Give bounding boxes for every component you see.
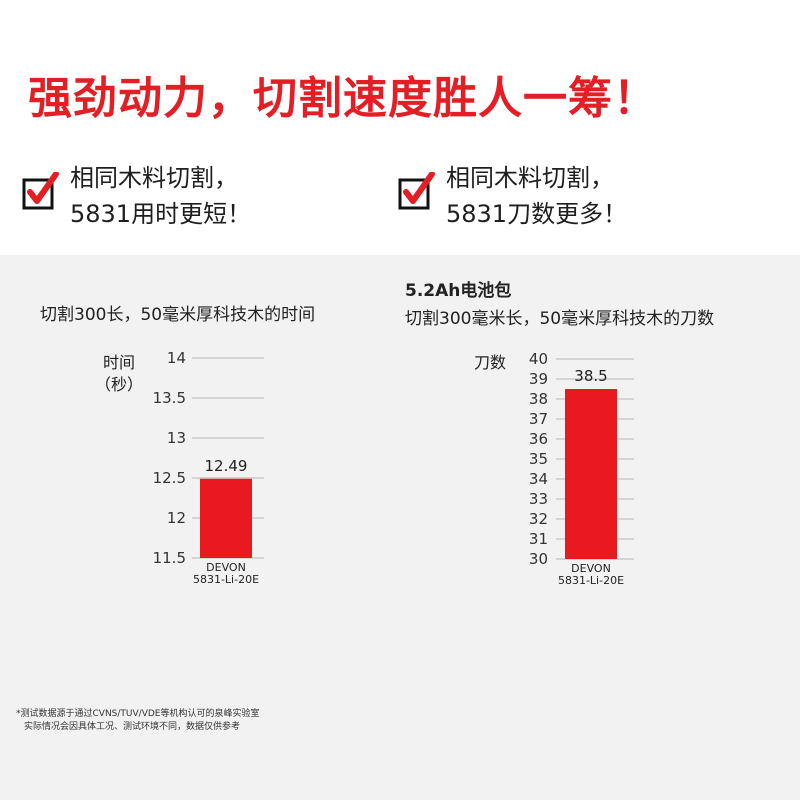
chart2-title: 切割300毫米长，50毫米厚科技木的刀数 [405, 309, 715, 329]
chart2-supertitle: 5.2Ah电池包 [405, 281, 512, 301]
chart1-ytick-label: 12 [167, 509, 186, 527]
chart1-title: 切割300长，50毫米厚科技木的时间 [40, 305, 316, 325]
chart2-ytick-label: 37 [529, 410, 548, 428]
chart1-ylabel-line1: 时间 [103, 353, 136, 372]
chart2-ytick-label: 38 [529, 390, 548, 408]
chart2-data-label: 38.5 [574, 367, 607, 385]
chart1-ytick-label: 12.5 [153, 469, 186, 487]
chart2-ylabel-line1: 刀数 [474, 353, 507, 372]
chart2-ytick-label: 33 [529, 490, 548, 508]
chart1-category-label: DEVON [206, 561, 246, 574]
footnote: *测试数据源于通过CVNS/TUV/VDE等机构认可的泉峰实验室 实际情况会因具… [16, 708, 259, 734]
feature-left-line2: 5831用时更短！ [70, 200, 252, 228]
footnote-line1: *测试数据源于通过CVNS/TUV/VDE等机构认可的泉峰实验室 [16, 709, 260, 719]
red-check-box-icon [398, 171, 435, 210]
chart2-category-label: 5831-Li-20E [558, 574, 624, 587]
feature-right-line1: 相同木料切割， [446, 164, 614, 192]
chart2-ylabel: 刀数 [474, 352, 506, 374]
chart2-ytick-label: 36 [529, 430, 548, 448]
chart2-ytick-label: 34 [529, 470, 548, 488]
feature-right-line2: 5831刀数更多！ [446, 200, 628, 228]
chart1-ylabel: 时间 （秒） [95, 352, 143, 396]
feature-right: 相同木料切割， 5831刀数更多！ [398, 160, 627, 232]
chart1-ytick-label: 14 [167, 349, 186, 367]
feature-left: 相同木料切割， 5831用时更短！ [22, 160, 251, 232]
chart1-ylabel-line2: （秒） [95, 375, 144, 394]
chart2-ytick-label: 35 [529, 450, 548, 468]
chart2-category-label: DEVON [571, 562, 611, 575]
chart1-category-label: 5831-Li-20E [193, 573, 259, 586]
chart1-data-label: 12.49 [205, 457, 248, 475]
chart2-ytick-label: 40 [529, 350, 548, 368]
chart1-ytick-label: 11.5 [153, 549, 186, 567]
chart2-ytick-label: 32 [529, 510, 548, 528]
chart2-ytick-label: 31 [529, 530, 548, 548]
feature-left-line1: 相同木料切割， [70, 164, 238, 192]
headline: 强劲动力，切割速度胜人一筹！ [28, 73, 658, 124]
chart-panel [0, 255, 800, 800]
red-check-box-icon [22, 171, 59, 210]
footnote-line2: 实际情况会因具体工况、测试环境不同，数据仅供参考 [24, 722, 241, 732]
chart2-ytick-label: 39 [529, 370, 548, 388]
chart1-ytick-label: 13 [167, 429, 186, 447]
chart2-ytick-label: 30 [529, 550, 548, 568]
chart2-bar [565, 389, 617, 559]
chart1-ytick-label: 13.5 [153, 389, 186, 407]
chart1-bar [200, 478, 252, 558]
